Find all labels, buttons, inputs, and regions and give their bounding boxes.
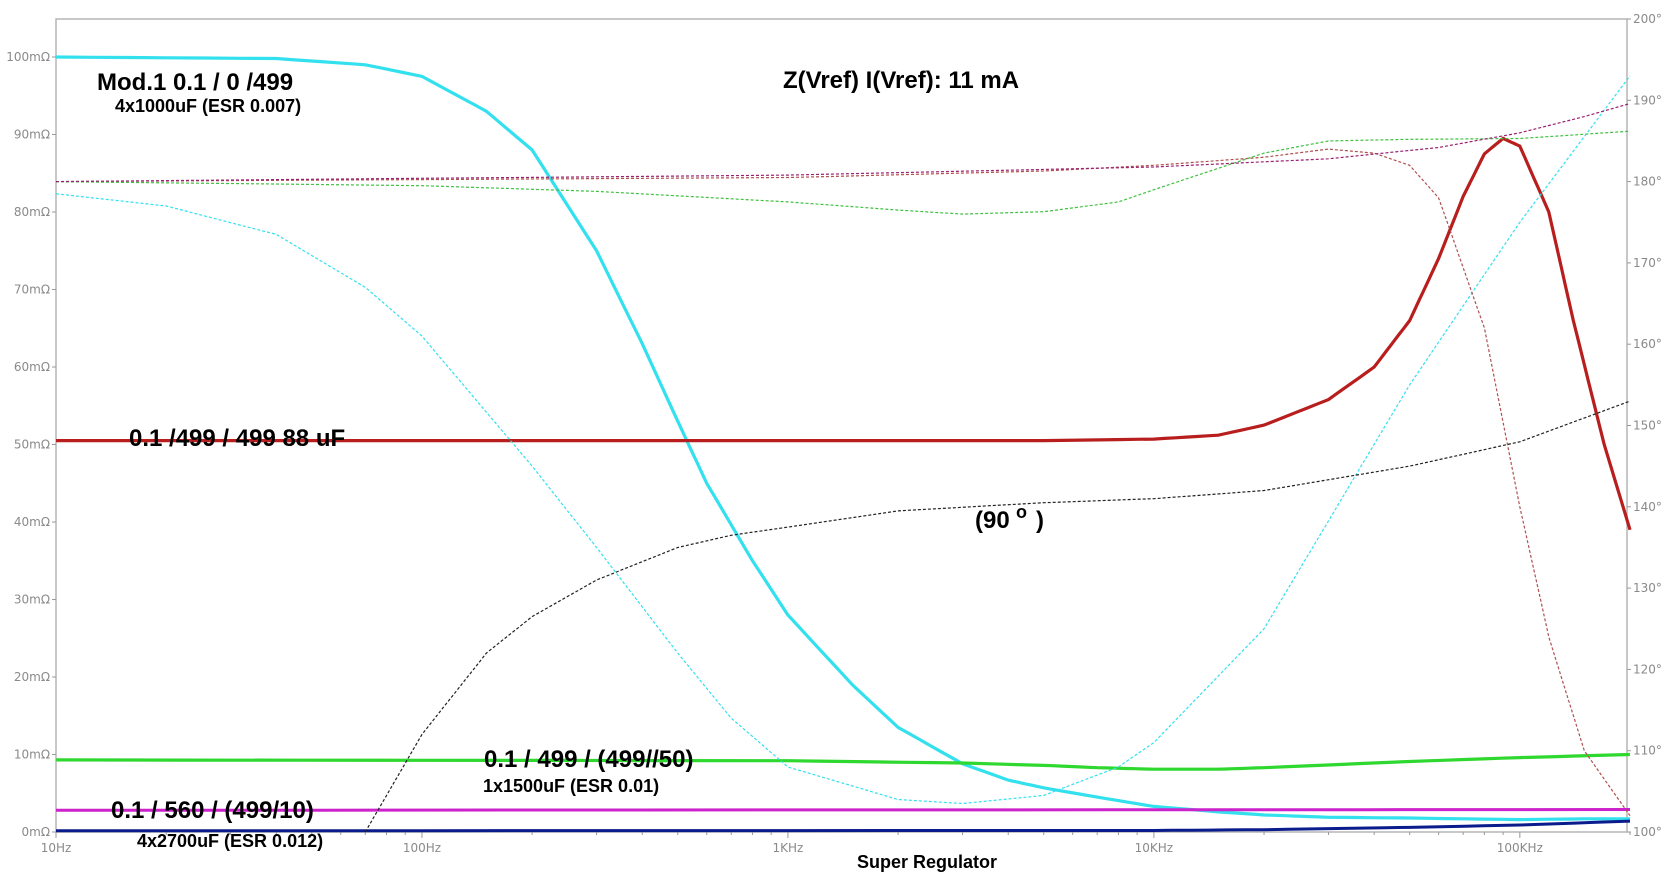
- right-tick-label: 130°: [1633, 581, 1662, 595]
- left-tick-label: 50mΩ: [14, 438, 50, 452]
- annotation-green: 0.1 / 499 / (499//50) 1x1500uF (ESR 0.01…: [483, 746, 693, 796]
- annotation-mod1: Mod.1 0.1 / 0 /499 4x1000uF (ESR 0.007): [97, 69, 301, 116]
- series-cyan_phase: [55, 75, 1631, 805]
- left-tick-label: 80mΩ: [14, 205, 50, 219]
- right-tick-label: 180°: [1633, 175, 1662, 189]
- series-red_phase: [55, 148, 1631, 817]
- annotation-super-regulator-line1: Super Regulator: [857, 852, 997, 872]
- series-green_mag: [55, 752, 1631, 771]
- annotation-mod1-line1: Mod.1 0.1 / 0 /499: [97, 69, 293, 96]
- annotation-mod1-line2: 4x1000uF (ESR 0.007): [115, 96, 301, 116]
- left-tick-label: 0mΩ: [22, 825, 51, 839]
- x-tick-label: 10KHz: [1135, 841, 1173, 855]
- left-tick-label: 60mΩ: [14, 360, 50, 374]
- x-tick-label: 100Hz: [403, 841, 441, 855]
- series-purple_phase: [55, 103, 1631, 183]
- annotation-green-line2: 1x1500uF (ESR 0.01): [483, 776, 659, 796]
- series-green_phase: [55, 130, 1631, 215]
- chart-title: Z(Vref) I(Vref): 11 mA: [783, 67, 1019, 94]
- right-tick-label: 190°: [1633, 93, 1662, 107]
- right-tick-label: 110°: [1633, 744, 1662, 758]
- left-tick-label: 100mΩ: [6, 50, 50, 64]
- right-tick-label: 120°: [1633, 662, 1662, 676]
- series-cyan_mag: [55, 55, 1630, 822]
- right-tick-label: 140°: [1633, 500, 1662, 514]
- annotation-green-line1: 0.1 / 499 / (499//50): [484, 746, 693, 773]
- right-tick-label: 150°: [1633, 419, 1662, 433]
- left-tick-label: 90mΩ: [14, 128, 50, 142]
- right-axis-ticks: 100° 110° 120° 130° 140° 150° 160° 170° 180° 190°…: [1627, 12, 1662, 839]
- annotation-90-degree-sign: o: [1016, 502, 1027, 522]
- left-axis-ticks: 0mΩ 10mΩ 20mΩ 30mΩ 40mΩ 50mΩ 60mΩ 70mΩ 80mΩ 90mΩ 1…: [6, 50, 56, 839]
- annotation-red-line1: 0.1 /499 / 499 88 uF: [129, 425, 345, 452]
- annotation-red: 0.1 /499 / 499 88 uF: [129, 425, 345, 452]
- annotation-90-open: (90: [975, 507, 1010, 534]
- annotation-90-close: ): [1036, 507, 1044, 534]
- right-tick-label: 170°: [1633, 256, 1662, 270]
- plot-frame: [55, 18, 1628, 833]
- x-tick-label: 10Hz: [41, 841, 72, 855]
- left-tick-label: 30mΩ: [14, 593, 50, 607]
- series-red_mag: [56, 136, 1632, 531]
- series-navy_mag: [56, 819, 1631, 833]
- annotation-90-degree: (90 o ): [975, 502, 1044, 534]
- right-tick-label: 200°: [1633, 12, 1662, 26]
- annotation-magenta-line1: 0.1 / 560 / (499/10): [111, 797, 314, 824]
- annotation-magenta-line2: 4x2700uF (ESR 0.012): [137, 831, 323, 851]
- series-black_phase: [364, 400, 1631, 833]
- x-tick-label: 100KHz: [1497, 841, 1543, 855]
- right-tick-label: 160°: [1633, 337, 1662, 351]
- x-axis-ticks: 10Hz 100Hz 1KHz 10KHz 100KHz: [41, 832, 1631, 855]
- left-tick-label: 40mΩ: [14, 515, 50, 529]
- left-tick-label: 10mΩ: [14, 748, 50, 762]
- series-layer: [55, 55, 1632, 833]
- annotation-super-regulator: Super Regulator: [857, 852, 997, 872]
- right-tick-label: 100°: [1633, 825, 1662, 839]
- series-magenta_mag: [55, 808, 1631, 812]
- left-tick-label: 20mΩ: [14, 670, 50, 684]
- x-tick-label: 1KHz: [773, 841, 804, 855]
- left-tick-label: 70mΩ: [14, 283, 50, 297]
- annotation-magenta: 0.1 / 560 / (499/10) 4x2700uF (ESR 0.012…: [111, 797, 323, 851]
